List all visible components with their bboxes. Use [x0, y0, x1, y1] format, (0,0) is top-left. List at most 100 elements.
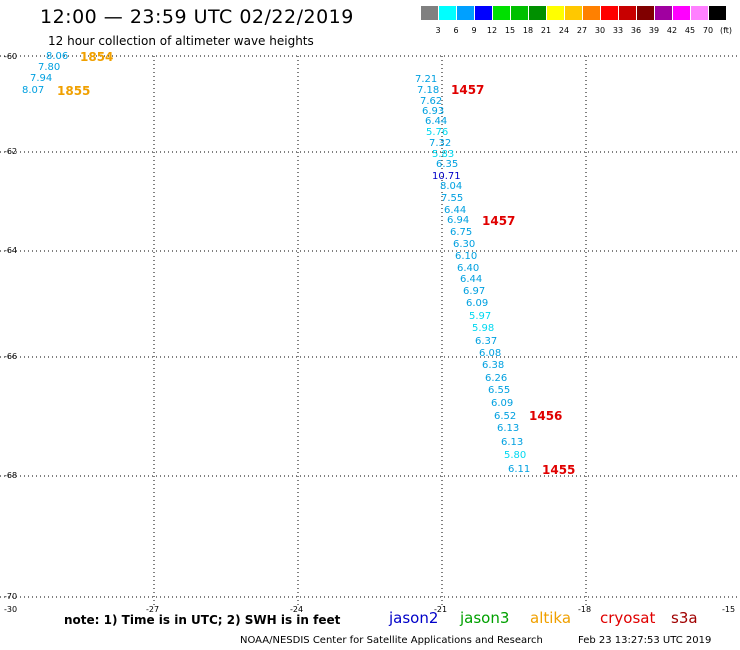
wave-height-value: 6.93: [422, 106, 445, 117]
latitude-label: -70: [4, 592, 18, 601]
wave-height-value: 6.40: [457, 263, 480, 274]
legend-tick-label: 39: [648, 26, 660, 35]
wave-height-value: 6.09: [491, 398, 514, 409]
legend-swatch: [475, 6, 492, 20]
units-note: note: 1) Time is in UTC; 2) SWH is in fe…: [64, 613, 341, 627]
wave-height-value: 6.38: [482, 360, 505, 371]
longitude-label: -30: [4, 605, 18, 614]
legend-tick-label: 42: [666, 26, 678, 35]
legend-swatch: [655, 6, 672, 20]
legend-swatch: [565, 6, 582, 20]
legend-swatch: [601, 6, 618, 20]
pass-time-label: 1854: [80, 50, 114, 64]
legend-swatch: [493, 6, 510, 20]
legend-swatch: [421, 6, 438, 20]
wave-height-value: 5.83: [432, 149, 455, 160]
legend-tick-label: 12: [486, 26, 498, 35]
legend-swatch: [547, 6, 564, 20]
pass-time-label: 1456: [529, 409, 563, 423]
legend-tick-label: 9: [471, 26, 477, 35]
legend-tick-label: 33: [612, 26, 624, 35]
wave-height-value: 5.80: [504, 450, 527, 461]
wave-height-value: 7.55: [441, 193, 464, 204]
satellite-name: s3a: [671, 609, 698, 627]
wave-height-value: 6.13: [501, 437, 524, 448]
legend-tick-label: 21: [540, 26, 552, 35]
legend-swatch: [439, 6, 456, 20]
wave-height-value: 5.98: [472, 323, 495, 334]
longitude-label: -15: [722, 605, 736, 614]
wave-height-value: 8.04: [440, 181, 463, 192]
wave-height-value: 5.76: [426, 127, 449, 138]
wave-height-value: 7.32: [429, 138, 452, 149]
wave-height-value: 5.97: [469, 311, 492, 322]
wave-height-value: 6.35: [436, 159, 459, 170]
legend-swatch: [511, 6, 528, 20]
wave-height-value: 7.21: [415, 74, 438, 85]
legend-tick-label: 30: [594, 26, 606, 35]
wave-height-value: 6.55: [488, 385, 511, 396]
generated-timestamp: Feb 23 13:27:53 UTC 2019: [578, 635, 712, 646]
longitude-label: -27: [146, 605, 160, 614]
wave-height-value: 7.80: [38, 62, 61, 73]
wave-height-value: 6.44: [460, 274, 483, 285]
satellite-name: altika: [530, 609, 572, 627]
pass-time-label: 1855: [57, 84, 91, 98]
legend-tick-label: 27: [576, 26, 588, 35]
wave-height-value: 6.44: [425, 116, 448, 127]
wave-height-value: 7.62: [420, 96, 443, 107]
legend-tick-label: 18: [522, 26, 534, 35]
wave-height-value: 6.75: [450, 227, 473, 238]
pass-time-label: 1455: [542, 463, 576, 477]
pass-time-label: 1457: [451, 83, 485, 97]
legend-tick-label: 15: [504, 26, 516, 35]
page-subtitle: 12 hour collection of altimeter wave hei…: [48, 34, 314, 48]
legend-tick-label: (ft): [719, 26, 733, 35]
longitude-label: -24: [290, 605, 304, 614]
latitude-label: -62: [4, 147, 18, 156]
wave-height-value: 6.37: [475, 336, 498, 347]
legend-swatch: [619, 6, 636, 20]
satellite-name: jason3: [460, 609, 510, 627]
page-title: 12:00 — 23:59 UTC 02/22/2019: [40, 6, 354, 28]
wave-height-value: 8.06: [46, 51, 69, 62]
longitude-label: -18: [578, 605, 592, 614]
wave-height-value: 7.94: [30, 73, 53, 84]
wave-height-value: 6.30: [453, 239, 476, 250]
satellite-name: cryosat: [600, 609, 656, 627]
legend-tick-label: 70: [702, 26, 714, 35]
wave-height-value: 6.08: [479, 348, 502, 359]
latitude-label: -60: [4, 52, 18, 61]
latitude-label: -66: [4, 352, 18, 361]
latitude-label: -64: [4, 246, 18, 255]
legend-tick-label: 45: [684, 26, 696, 35]
legend-tick-label: 6: [453, 26, 459, 35]
wave-height-value: 6.11: [508, 464, 531, 475]
longitude-label: -21: [434, 605, 448, 614]
wave-height-value: 8.07: [22, 85, 45, 96]
legend-tick-label: 36: [630, 26, 642, 35]
wave-height-value: 6.94: [447, 215, 470, 226]
legend-swatch: [709, 6, 726, 20]
legend-swatch: [691, 6, 708, 20]
wave-height-value: 7.18: [417, 85, 440, 96]
credit-line: NOAA/NESDIS Center for Satellite Applica…: [240, 635, 543, 646]
legend-swatch: [529, 6, 546, 20]
latitude-label: -68: [4, 471, 18, 480]
wave-height-value: 6.52: [494, 411, 517, 422]
wave-height-value: 6.26: [485, 373, 508, 384]
wave-height-value: 6.97: [463, 286, 486, 297]
wave-height-value: 6.10: [455, 251, 478, 262]
legend-swatch: [637, 6, 654, 20]
wave-height-value: 6.44: [444, 205, 467, 216]
wave-height-value: 6.09: [466, 298, 489, 309]
legend-swatch: [583, 6, 600, 20]
legend-swatch: [673, 6, 690, 20]
pass-time-label: 1457: [482, 214, 516, 228]
graticule: [0, 55, 740, 607]
satellite-name: jason2: [389, 609, 439, 627]
legend-tick-label: 24: [558, 26, 570, 35]
legend-tick-label: 3: [435, 26, 441, 35]
legend-swatch: [457, 6, 474, 20]
